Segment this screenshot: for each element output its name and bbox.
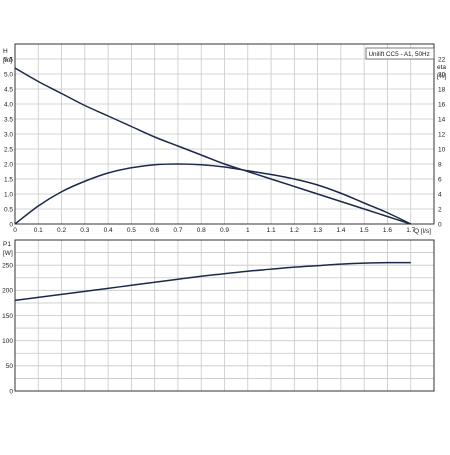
- x-tick-label: 1: [246, 227, 250, 234]
- x-tick-label: 0.7: [173, 227, 182, 234]
- right-tick-label: 20: [438, 71, 446, 78]
- power-curve: [14, 261, 411, 302]
- top-chart-x-ticks: 0 0.1 0.2 0.3 0.4 0.5 0.6 0.7 0.8 0.9 1 1.1 1.2 1.3 1.…: [13, 227, 415, 234]
- right-tick-label: 4: [438, 191, 442, 198]
- right-tick-label: 18: [438, 86, 446, 93]
- left-tick-label: 2.0: [4, 161, 13, 168]
- top-y2-axis-label-unit: [%]: [437, 73, 447, 80]
- legend: Unilift CC5 - A1, 50Hz: [365, 47, 435, 60]
- bottom-left-tick-label: 0: [9, 388, 13, 395]
- right-tick-label: 22: [438, 56, 446, 63]
- x-tick-label: 0.5: [127, 227, 136, 234]
- top-chart-left-ticks: 0 0.5 1.0 1.5 2.0 2.5 3.0 3.5 4.0 4.5 5.0 5.5: [4, 56, 13, 228]
- left-tick-label: 3.0: [4, 131, 13, 138]
- x-tick-label: 0.4: [104, 227, 113, 234]
- left-tick-label: 5.0: [4, 71, 13, 78]
- top-y-axis-label-unit: [m]: [3, 57, 12, 64]
- x-tick-label: 1.6: [383, 227, 392, 234]
- right-tick-label: 10: [438, 146, 446, 153]
- bottom-chart-curves: [14, 261, 411, 302]
- top-y-axis-label-name: H: [3, 48, 8, 55]
- right-tick-label: 0: [438, 221, 442, 228]
- left-tick-label: 0.5: [4, 206, 13, 213]
- top-chart-right-ticks: 0 2 4 6 8 10 12 14 16 18 20 22: [438, 56, 446, 228]
- bottom-left-tick-label: 50: [6, 363, 14, 370]
- right-tick-label: 8: [438, 161, 442, 168]
- x-tick-label: 0: [13, 227, 17, 234]
- x-tick-label: 0.2: [57, 227, 66, 234]
- x-tick-label: 1.1: [267, 227, 276, 234]
- efficiency-curve: [14, 163, 412, 225]
- bottom-left-tick-label: 250: [2, 262, 13, 269]
- top-y2-axis-label-name: eta: [437, 64, 446, 71]
- bottom-y-axis-label-name: P1: [3, 241, 11, 248]
- left-tick-label: 4.5: [4, 86, 13, 93]
- bottom-left-tick-label: 150: [2, 313, 13, 320]
- left-tick-label: 1.0: [4, 191, 13, 198]
- top-chart-curves: [14, 67, 412, 225]
- left-tick-label: 5.5: [4, 56, 13, 63]
- x-tick-label: 1.2: [290, 227, 299, 234]
- bottom-y-axis-label-unit: [W]: [3, 250, 13, 257]
- left-tick-label: 0: [9, 221, 13, 228]
- legend-box: [365, 47, 435, 60]
- bottom-chart-frame: [14, 239, 435, 392]
- x-tick-label: 1.3: [313, 227, 322, 234]
- right-tick-label: 2: [438, 206, 442, 213]
- right-tick-label: 12: [438, 131, 446, 138]
- bottom-chart-left-ticks: 0 50 100 150 200 250: [2, 262, 13, 395]
- right-tick-label: 16: [438, 101, 446, 108]
- x-tick-label: 0.3: [80, 227, 89, 234]
- top-x-axis-label: Q [l/s]: [414, 228, 431, 235]
- x-tick-label: 0.6: [150, 227, 159, 234]
- left-tick-label: 1.5: [4, 176, 13, 183]
- x-tick-label: 0.1: [34, 227, 43, 234]
- x-tick-label: 1.7: [406, 227, 415, 234]
- left-tick-label: 4.0: [4, 101, 13, 108]
- x-tick-label: 0.8: [197, 227, 206, 234]
- x-tick-label: 0.9: [220, 227, 229, 234]
- left-tick-label: 3.5: [4, 116, 13, 123]
- right-tick-label: 6: [438, 176, 442, 183]
- bottom-left-tick-label: 100: [2, 338, 13, 345]
- top-chart-frame: [14, 43, 435, 225]
- left-tick-label: 2.5: [4, 146, 13, 153]
- bottom-left-tick-label: 200: [2, 288, 13, 295]
- right-tick-label: 14: [438, 116, 446, 123]
- x-tick-label: 1.5: [360, 227, 369, 234]
- legend-text: Unilift CC5 - A1, 50Hz: [369, 51, 430, 58]
- head-curve: [14, 67, 411, 225]
- x-tick-label: 1.4: [336, 227, 345, 234]
